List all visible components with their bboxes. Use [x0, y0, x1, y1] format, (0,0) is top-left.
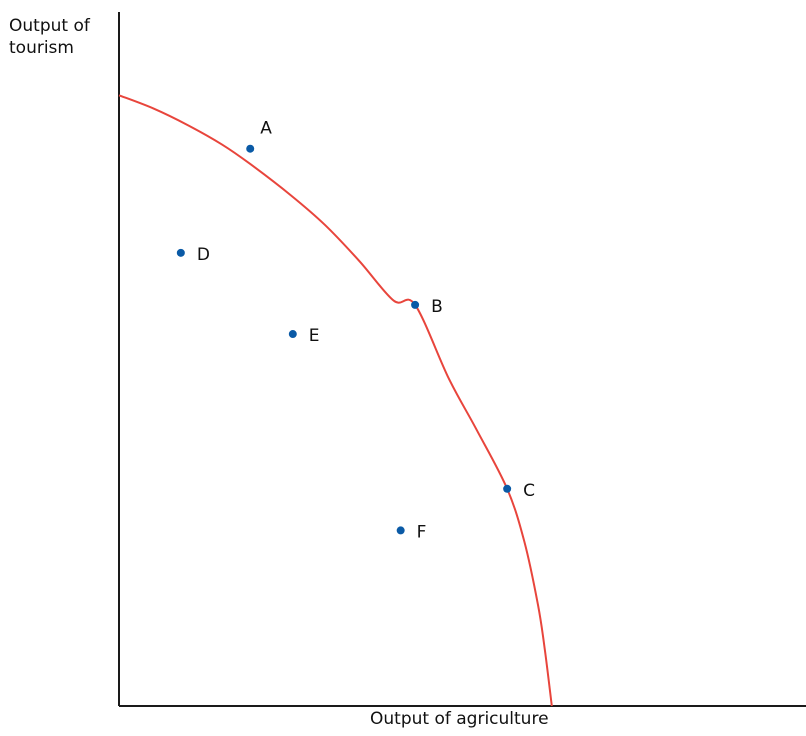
point-a-label: A	[260, 119, 272, 139]
x-axis-label: Output of agriculture	[370, 709, 549, 729]
point-c-marker	[503, 484, 512, 493]
point-b-marker	[411, 300, 420, 309]
point-a-marker	[246, 144, 255, 153]
production-possibilities-frontier-curve	[118, 94, 553, 707]
point-e-label: E	[309, 326, 320, 346]
point-f-marker	[396, 526, 405, 535]
point-b-label: B	[431, 297, 443, 317]
y-axis-label-line-1: Output of	[9, 16, 90, 36]
point-c-label: C	[523, 481, 535, 501]
point-f-label: F	[417, 522, 427, 542]
point-e-marker	[288, 330, 297, 339]
y-axis-label-line-2: tourism	[9, 38, 74, 58]
point-d-marker	[176, 248, 185, 257]
point-d-label: D	[197, 245, 210, 265]
